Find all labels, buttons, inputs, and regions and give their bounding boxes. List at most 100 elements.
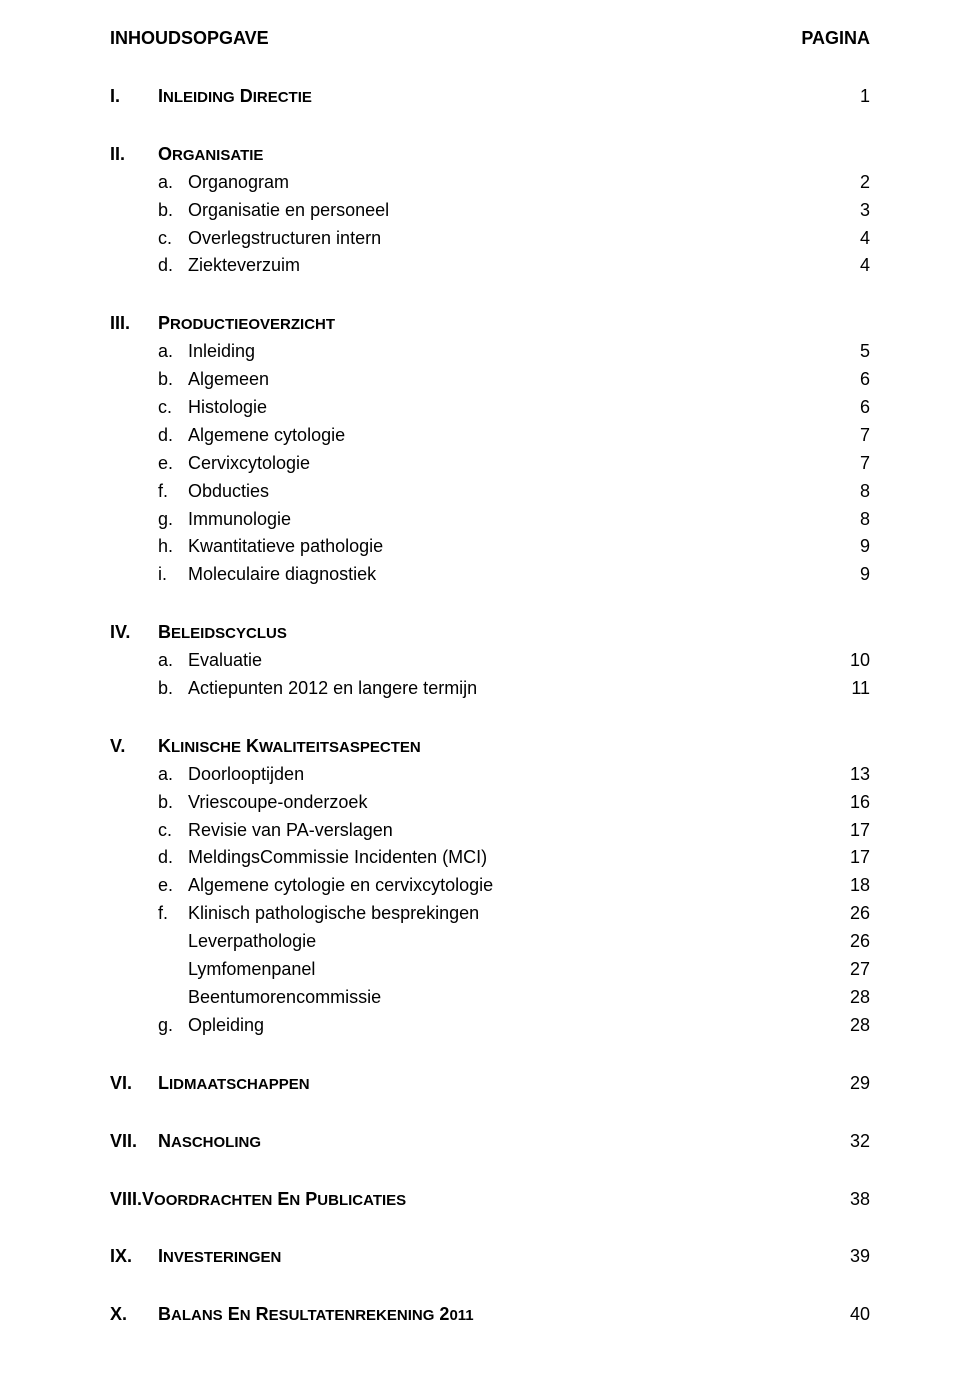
toc-item-row: e.Cervixcytologie7: [110, 450, 870, 478]
toc-item-text: Algemeen: [188, 366, 269, 394]
toc-section: III.PRODUCTIEOVERZICHTa.Inleiding5b.Alge…: [110, 310, 870, 589]
toc-item-page: 17: [830, 844, 870, 872]
toc-item-text: Immunologie: [188, 506, 291, 534]
toc-item-row: Beentumorencommissie 28: [110, 984, 870, 1012]
section-roman: IX.: [110, 1243, 158, 1271]
section-title: BELEIDSCYCLUS: [158, 619, 287, 647]
toc-item-text: Evaluatie: [188, 647, 262, 675]
toc-item-row: g.Opleiding28: [110, 1012, 870, 1040]
section-heading: IV.BELEIDSCYCLUS: [110, 619, 287, 647]
section-heading: III.PRODUCTIEOVERZICHT: [110, 310, 335, 338]
toc-sections: I.INLEIDING DIRECTIE1II.ORGANISATIEa.Org…: [110, 83, 870, 1329]
toc-item-text: Organisatie en personeel: [188, 197, 389, 225]
toc-item-page: 4: [830, 225, 870, 253]
toc-item-row: b.Actiepunten 2012 en langere termijn11: [110, 675, 870, 703]
toc-item-text: Moleculaire diagnostiek: [188, 561, 376, 589]
toc-item-page: 4: [830, 252, 870, 280]
section-title: INLEIDING DIRECTIE: [158, 83, 312, 111]
toc-item-label: f.Klinisch pathologische besprekingen: [110, 900, 479, 928]
section-title: INVESTERINGEN: [158, 1243, 281, 1271]
toc-item-letter: b.: [158, 675, 188, 703]
toc-item-label: g.Immunologie: [110, 506, 291, 534]
toc-item-row: c.Revisie van PA-verslagen17: [110, 817, 870, 845]
section-roman: II.: [110, 141, 158, 169]
section-roman: IV.: [110, 619, 158, 647]
toc-section: X.BALANS EN RESULTATENREKENING 201140: [110, 1301, 870, 1329]
section-heading: II.ORGANISATIE: [110, 141, 263, 169]
toc-item-letter: a.: [158, 647, 188, 675]
toc-item-page: 6: [830, 394, 870, 422]
toc-item-row: Leverpathologie26: [110, 928, 870, 956]
toc-item-text: Doorlooptijden: [188, 761, 304, 789]
toc-item-letter: a.: [158, 169, 188, 197]
toc-item-text: Algemene cytologie en cervixcytologie: [188, 872, 493, 900]
toc-section: VIII.VOORDRACHTEN EN PUBLICATIES 38: [110, 1186, 870, 1214]
section-heading: X.BALANS EN RESULTATENREKENING 2011: [110, 1301, 474, 1329]
section-title: BALANS EN RESULTATENREKENING 2011: [158, 1301, 474, 1329]
toc-item-label: c.Histologie: [110, 394, 267, 422]
toc-item-label: i.Moleculaire diagnostiek: [110, 561, 376, 589]
toc-item-letter: e.: [158, 872, 188, 900]
section-heading-row: VIII.VOORDRACHTEN EN PUBLICATIES 38: [110, 1186, 870, 1214]
section-heading: VI.LIDMAATSCHAPPEN: [110, 1070, 310, 1098]
toc-section: IX.INVESTERINGEN 39: [110, 1243, 870, 1271]
toc-item-page: 26: [830, 900, 870, 928]
section-heading-row: X.BALANS EN RESULTATENREKENING 201140: [110, 1301, 870, 1329]
toc-item-page: 8: [830, 506, 870, 534]
toc-item-letter: g.: [158, 1012, 188, 1040]
section-heading-row: I.INLEIDING DIRECTIE1: [110, 83, 870, 111]
section-heading-row: VII.NASCHOLING32: [110, 1128, 870, 1156]
toc-item-text: Algemene cytologie: [188, 422, 345, 450]
toc-item-page: 17: [830, 817, 870, 845]
toc-item-row: c.Overlegstructuren intern 4: [110, 225, 870, 253]
toc-item-row: a.Doorlooptijden13: [110, 761, 870, 789]
section-heading-row: IV.BELEIDSCYCLUS: [110, 619, 870, 647]
toc-item-page: 10: [830, 647, 870, 675]
toc-item-text: Revisie van PA-verslagen: [188, 817, 393, 845]
toc-item-text: Inleiding: [188, 338, 255, 366]
toc-item-text: Beentumorencommissie: [188, 984, 381, 1012]
toc-item-label: g.Opleiding: [110, 1012, 264, 1040]
toc-item-page: 13: [830, 761, 870, 789]
toc-item-label: d.MeldingsCommissie Incidenten (MCI): [110, 844, 487, 872]
toc-item-letter: h.: [158, 533, 188, 561]
toc-item-label: b.Actiepunten 2012 en langere termijn: [110, 675, 477, 703]
toc-item-row: d.MeldingsCommissie Incidenten (MCI) 17: [110, 844, 870, 872]
section-title: KLINISCHE KWALITEITSASPECTEN: [158, 733, 421, 761]
section-title: PRODUCTIEOVERZICHT: [158, 310, 335, 338]
toc-item-page: 18: [830, 872, 870, 900]
toc-item-row: i.Moleculaire diagnostiek9: [110, 561, 870, 589]
toc-item-text: Organogram: [188, 169, 289, 197]
toc-item-label: h.Kwantitatieve pathologie: [110, 533, 383, 561]
toc-item-text: Ziekteverzuim: [188, 252, 300, 280]
toc-item-letter: b.: [158, 197, 188, 225]
header-left: INHOUDSOPGAVE: [110, 28, 269, 49]
toc-item-label: c.Overlegstructuren intern: [110, 225, 381, 253]
toc-item-letter: f.: [158, 900, 188, 928]
section-heading: VIII.VOORDRACHTEN EN PUBLICATIES: [110, 1186, 406, 1214]
section-page: 29: [830, 1070, 870, 1098]
toc-item-letter: e.: [158, 450, 188, 478]
toc-item-page: 5: [830, 338, 870, 366]
section-heading-row: VI.LIDMAATSCHAPPEN 29: [110, 1070, 870, 1098]
toc-item-letter: c.: [158, 225, 188, 253]
toc-item-letter: g.: [158, 506, 188, 534]
toc-item-page: 16: [830, 789, 870, 817]
toc-item-label: Lymfomenpanel: [110, 956, 315, 984]
toc-item-page: 7: [830, 422, 870, 450]
section-page: 38: [830, 1186, 870, 1214]
toc-item-text: Vriescoupe-onderzoek: [188, 789, 367, 817]
header-right: PAGINA: [801, 28, 870, 49]
toc-item-page: 27: [830, 956, 870, 984]
toc-item-row: b.Vriescoupe-onderzoek 16: [110, 789, 870, 817]
section-page: 39: [830, 1243, 870, 1271]
toc-item-row: a.Organogram2: [110, 169, 870, 197]
toc-item-label: d.Ziekteverzuim: [110, 252, 300, 280]
toc-item-page: 28: [830, 984, 870, 1012]
toc-item-label: Leverpathologie: [110, 928, 316, 956]
toc-item-text: Actiepunten 2012 en langere termijn: [188, 675, 477, 703]
section-title: VOORDRACHTEN EN PUBLICATIES: [142, 1186, 406, 1214]
section-heading: VII.NASCHOLING: [110, 1128, 261, 1156]
toc-item-label: b.Vriescoupe-onderzoek: [110, 789, 367, 817]
section-title: ORGANISATIE: [158, 141, 263, 169]
